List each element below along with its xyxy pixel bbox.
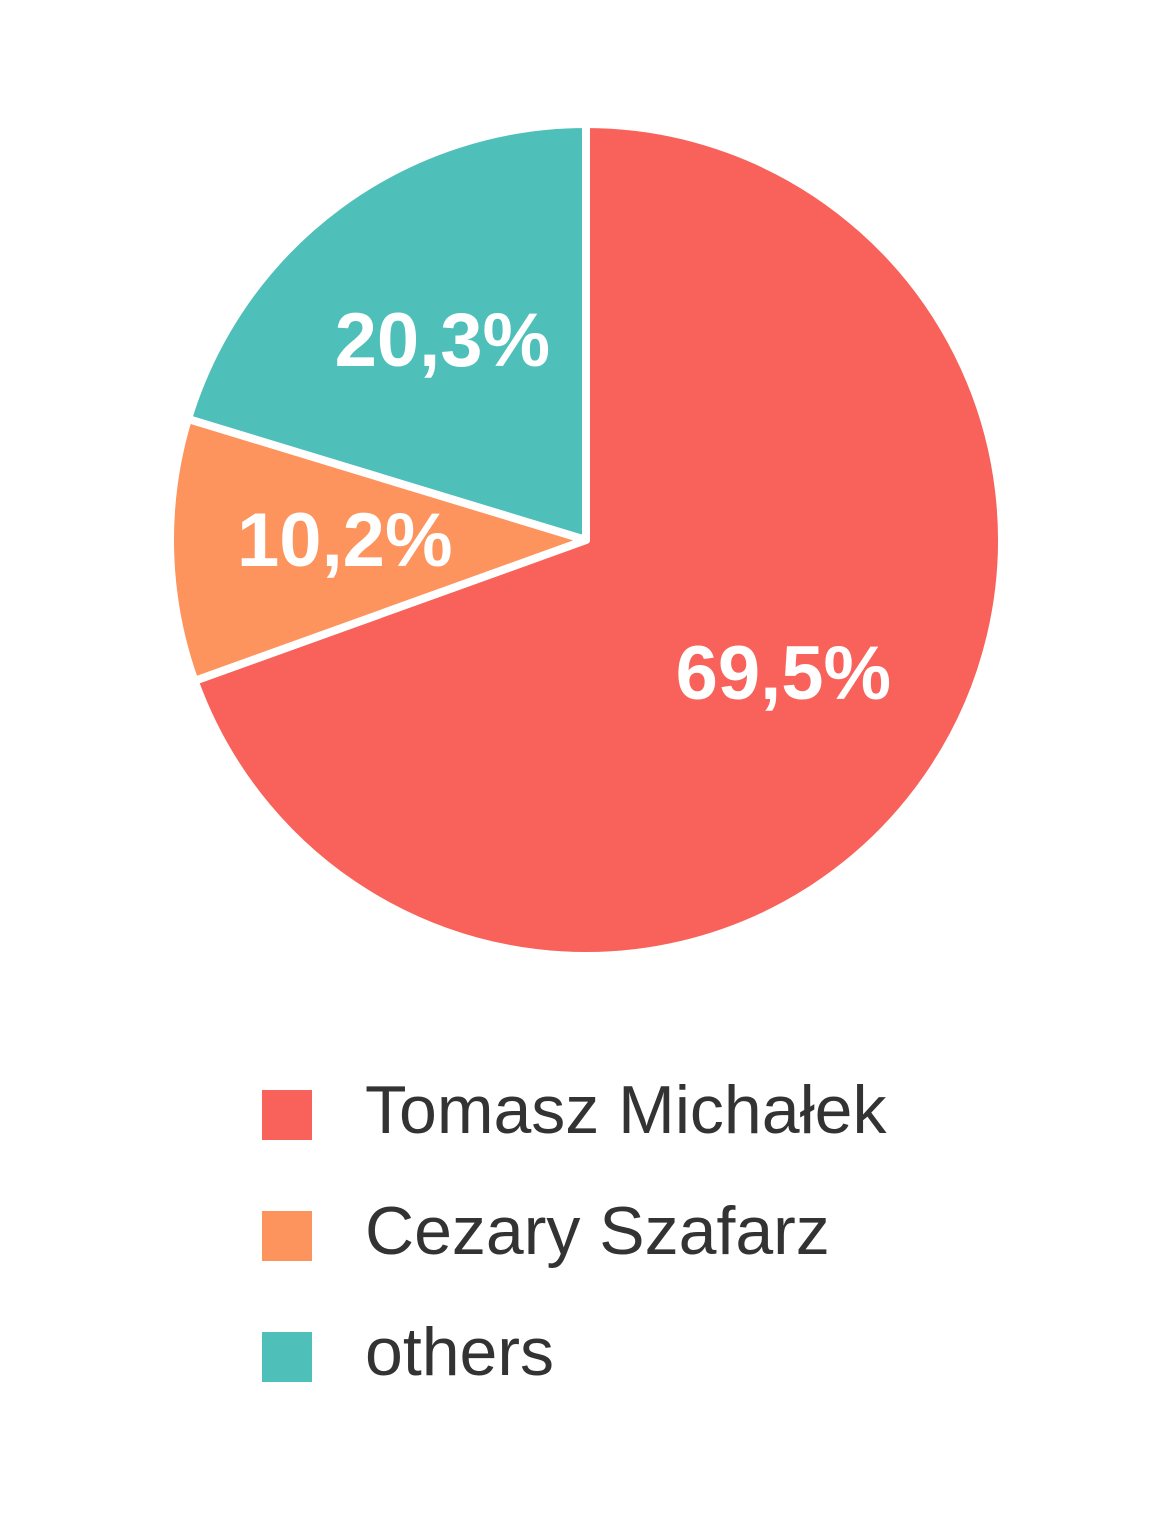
legend-label: Cezary Szafarz <box>365 1193 830 1269</box>
value-label: 20,3% <box>335 298 551 383</box>
pie-slice <box>190 120 1006 960</box>
legend-swatch <box>262 1211 312 1261</box>
value-label: 10,2% <box>237 498 453 583</box>
legend-swatch <box>262 1332 312 1382</box>
legend-swatch <box>262 1090 312 1140</box>
legend-label: others <box>365 1314 554 1390</box>
pie-slice <box>184 120 590 544</box>
legend-label: Tomasz Michałek <box>365 1072 887 1148</box>
pie-slice <box>166 414 590 685</box>
value-label: 69,5% <box>676 631 892 716</box>
